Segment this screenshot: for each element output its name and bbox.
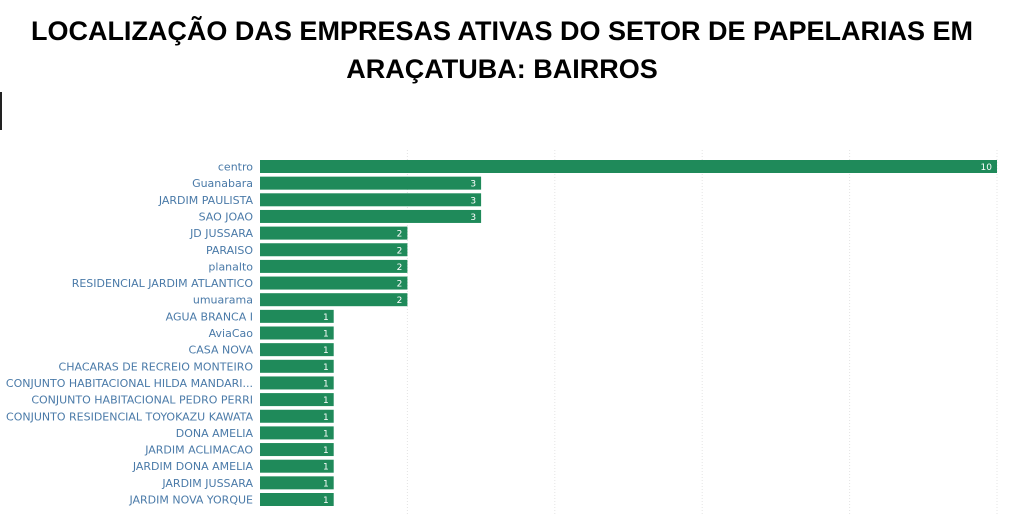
data-label: 3 [470, 196, 476, 206]
bar[interactable] [260, 493, 334, 506]
bar[interactable] [260, 459, 334, 473]
category-label: umuarama [193, 294, 253, 307]
bar[interactable] [260, 343, 334, 357]
edge-marker [0, 92, 2, 130]
category-label: JD JUSSARA [189, 227, 253, 240]
data-label: 1 [323, 479, 329, 489]
category-label: PARAISO [206, 244, 253, 257]
bar[interactable] [260, 393, 334, 407]
data-label: 1 [323, 446, 329, 456]
bar[interactable] [260, 359, 334, 373]
bar[interactable] [260, 426, 334, 440]
category-label: JARDIM JUSSARA [161, 477, 253, 490]
category-label: JARDIM DONA AMELIA [132, 460, 254, 473]
category-label: SAO JOAO [199, 210, 254, 223]
data-label: 3 [470, 213, 476, 223]
data-label: 1 [323, 429, 329, 439]
bar[interactable] [260, 160, 997, 173]
category-label: JARDIM ACLIMACAO [144, 444, 253, 457]
category-label: Guanabara [192, 177, 253, 190]
data-label: 1 [323, 379, 329, 389]
category-label: CHACARAS DE RECREIO MONTEIRO [59, 360, 254, 373]
data-label: 1 [323, 346, 329, 356]
data-label: 2 [397, 280, 403, 290]
category-label: centro [218, 161, 253, 174]
bar[interactable] [260, 259, 408, 273]
data-label: 1 [323, 396, 329, 406]
data-label: 1 [323, 313, 329, 323]
data-label: 1 [323, 463, 329, 473]
data-label: 1 [323, 330, 329, 340]
bar[interactable] [260, 176, 482, 190]
bar[interactable] [260, 243, 408, 257]
bar[interactable] [260, 209, 482, 223]
category-label: AviaCao [209, 327, 254, 340]
data-label: 1 [323, 496, 329, 506]
data-label: 1 [323, 413, 329, 423]
category-label: JARDIM NOVA YORQUE [128, 494, 253, 507]
data-label: 2 [397, 296, 403, 306]
category-label: CONJUNTO HABITACIONAL PEDRO PERRI [31, 394, 253, 407]
bar[interactable] [260, 309, 334, 323]
data-label: 2 [397, 246, 403, 256]
data-label: 2 [397, 230, 403, 240]
bar[interactable] [260, 326, 334, 340]
category-label: DONA AMELIA [176, 427, 254, 440]
bar[interactable] [260, 476, 334, 490]
data-label: 1 [323, 363, 329, 373]
data-label: 10 [981, 163, 993, 173]
bar[interactable] [260, 443, 334, 457]
category-label: CONJUNTO HABITACIONAL HILDA MANDARI... [6, 377, 253, 390]
bar[interactable] [260, 193, 482, 207]
bar[interactable] [260, 276, 408, 290]
category-label: JARDIM PAULISTA [158, 194, 254, 207]
data-label: 2 [397, 263, 403, 273]
bar[interactable] [260, 376, 334, 390]
bar[interactable] [260, 409, 334, 423]
category-label: planalto [208, 260, 253, 273]
bar[interactable] [260, 293, 408, 307]
bar[interactable] [260, 226, 408, 240]
category-label: AGUA BRANCA I [166, 310, 253, 323]
category-label: CASA NOVA [189, 344, 254, 357]
category-label: RESIDENCIAL JARDIM ATLANTICO [72, 277, 254, 290]
category-label: CONJUNTO RESIDENCIAL TOYOKAZU KAWATA [6, 410, 253, 423]
data-label: 3 [470, 180, 476, 190]
chart-title: LOCALIZAÇÃO DAS EMPRESAS ATIVAS DO SETOR… [30, 16, 974, 84]
